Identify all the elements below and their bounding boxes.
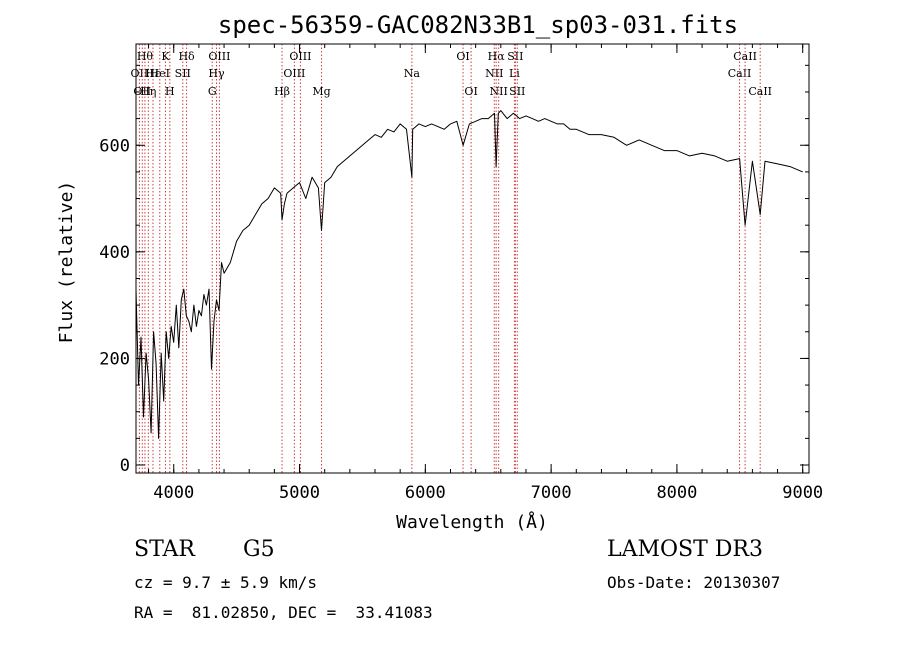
line-marker-label-9: Hδ (178, 50, 195, 63)
line-marker-label-4: Hε (145, 67, 161, 80)
x-tick-label-1: 5000 (279, 483, 320, 503)
line-marker-label-10: G (208, 85, 217, 98)
line-marker-label-8: SII (175, 67, 191, 80)
y-tick-label-2: 400 (99, 243, 130, 263)
line-marker-label-24: SII (507, 50, 523, 63)
spectrum-line (136, 110, 803, 439)
line-marker-label-0: OII (131, 67, 149, 80)
line-marker-label-17: Na (404, 67, 421, 80)
line-marker-label-15: OIII (289, 50, 311, 63)
x-tick-label-5: 9000 (782, 483, 823, 503)
line-marker-label-19: OI (464, 85, 477, 98)
line-marker-label-13: Hβ (274, 85, 290, 98)
plot-area: OIIOIIHθHηHεHeIKHSIIHδGHγOIIIHβOIIIOIIIM… (99, 43, 823, 503)
line-marker-label-27: CaII (733, 50, 757, 63)
line-marker-label-23: Li (509, 67, 520, 80)
x-axis-label: Wavelength (Å) (396, 511, 548, 533)
y-tick-label-3: 600 (99, 136, 130, 156)
x-tick-label-0: 4000 (153, 483, 194, 503)
line-marker-label-3: Hη (140, 85, 156, 98)
line-marker-label-12: OIII (208, 50, 230, 63)
object-class: STAR (134, 537, 195, 562)
line-marker-label-6: K (161, 50, 170, 63)
object-subclass: G5 (243, 537, 275, 562)
line-marker-label-21: Hα (488, 50, 506, 63)
x-tick-label-4: 8000 (656, 483, 697, 503)
line-marker-label-20: NII (485, 67, 503, 80)
x-tick-label-3: 7000 (531, 483, 572, 503)
line-marker-label-22: NII (490, 85, 508, 98)
line-marker-label-16: Mg (312, 85, 330, 98)
y-tick-label-1: 200 (99, 349, 130, 369)
line-marker-label-1: OII (133, 85, 151, 98)
y-axis-label: Flux (relative) (56, 181, 77, 344)
line-marker-label-11: Hγ (208, 67, 225, 80)
x-tick-label-2: 6000 (405, 483, 446, 503)
line-marker-label-26: CaII (728, 67, 752, 80)
line-marker-label-7: H (165, 85, 175, 98)
chart-title: spec-56359-GAC082N33B1_sp03-031.fits (218, 11, 738, 39)
line-marker-label-28: CaII (748, 85, 772, 98)
y-tick-label-0: 0 (120, 456, 130, 476)
survey-name: LAMOST DR3 (607, 537, 763, 562)
line-marker-label-5: HeI (150, 67, 170, 80)
redshift-info: cz = 9.7 ± 5.9 km/s (134, 573, 318, 592)
line-marker-label-2: Hθ (137, 50, 154, 63)
line-marker-label-18: OI (456, 50, 469, 63)
coordinates: RA = 81.02850, DEC = 33.41083 (134, 603, 433, 622)
line-marker-label-25: SII (509, 85, 525, 98)
obs-date: Obs-Date: 20130307 (607, 573, 781, 592)
plot-frame (135, 43, 810, 474)
line-marker-label-14: OIII (283, 67, 305, 80)
